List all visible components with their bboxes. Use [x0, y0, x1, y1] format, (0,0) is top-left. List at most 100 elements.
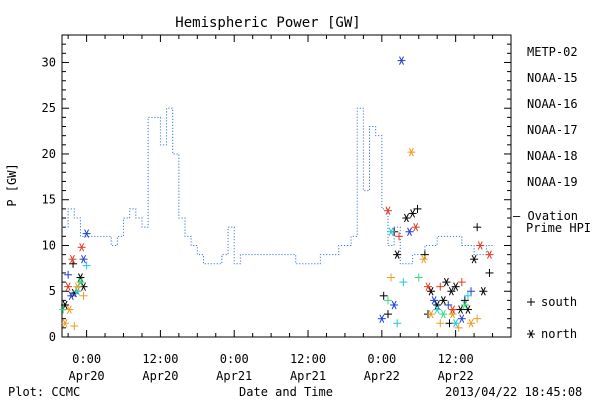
north-marker-noaa-15 — [377, 314, 386, 323]
north-marker-metp-02 — [456, 305, 465, 314]
north-marker-metp-02 — [427, 287, 436, 296]
south-marker-noaa-16 — [82, 261, 91, 270]
x-tick-label-date: Apr21 — [216, 369, 252, 383]
south-marker-metp-02 — [383, 310, 392, 319]
north-marker-metp-02 — [408, 209, 417, 218]
plot-frame — [61, 34, 512, 338]
marker-stroke — [528, 329, 534, 339]
y-tick-label: 10 — [42, 238, 56, 252]
south-marker-noaa-18 — [79, 291, 88, 300]
marker-legend: south north — [527, 295, 577, 341]
y-tick-label: 15 — [42, 193, 56, 207]
south-marker-noaa-17 — [383, 296, 392, 305]
south-marker-metp-02 — [473, 223, 482, 232]
marker-stroke — [403, 213, 409, 223]
north-marker-noaa-15 — [397, 56, 406, 65]
x-tick-label-time: 0:00 — [220, 352, 249, 366]
north-marker-noaa-15 — [430, 296, 439, 305]
north-marker-noaa-16 — [387, 227, 396, 236]
north-marker-noaa-19 — [476, 241, 485, 250]
marker-stroke — [66, 305, 72, 314]
marker-stroke — [453, 319, 459, 328]
legend-item-noaa-15: NOAA-15 — [527, 71, 578, 85]
south-marker-noaa-17 — [414, 273, 423, 282]
legend-item-noaa-18: NOAA-18 — [527, 149, 578, 163]
x-tick-label-date: Apr21 — [290, 369, 326, 383]
x-tick-label-time: 12:00 — [438, 352, 474, 366]
north-marker-noaa-15 — [457, 314, 466, 323]
legend-item-noaa-19: NOAA-19 — [527, 175, 578, 189]
north-marker-metp-02 — [442, 277, 451, 287]
marker-stroke — [487, 250, 492, 259]
marker-stroke — [81, 282, 86, 291]
south-marker-noaa-18 — [454, 323, 463, 332]
marker-stroke — [68, 291, 74, 301]
north-marker-noaa-18 — [427, 309, 436, 319]
north-marker-metp-02 — [447, 287, 456, 296]
x-tick-label-date: Apr22 — [364, 369, 400, 383]
marker-legend-label-north: north — [541, 327, 577, 341]
south-marker-noaa-16 — [399, 278, 408, 287]
x-tick-label-time: 0:00 — [367, 352, 396, 366]
north-marker-noaa-18 — [467, 319, 476, 328]
marker-stroke — [62, 319, 68, 328]
north-marker-metp-02 — [61, 300, 70, 310]
south-marker-noaa-19 — [457, 278, 466, 287]
north-marker-metp-02 — [479, 287, 488, 296]
south-marker-noaa-15 — [444, 300, 453, 309]
legend-item-metp-02: METP-02 — [527, 45, 578, 59]
north-marker-noaa-19 — [448, 305, 457, 314]
south-marker-metp-02 — [413, 204, 422, 213]
marker-stroke — [388, 227, 394, 236]
marker-stroke — [440, 296, 446, 305]
marker-stroke — [62, 300, 68, 310]
marker-stroke — [468, 319, 474, 328]
marker-stroke — [379, 314, 385, 323]
footer-timestamp: 2013/04/22 18:45:08 — [445, 385, 582, 399]
marker-legend-plus-icon — [527, 298, 535, 306]
north-marker-noaa-19 — [383, 206, 392, 215]
y-axis: 0 5 10 15 20 25 30 — [42, 34, 511, 344]
north-marker-noaa-19 — [423, 282, 432, 291]
north-marker-noaa-17 — [460, 300, 469, 310]
north-marker-noaa-15 — [390, 300, 399, 310]
south-marker-noaa-18 — [70, 322, 79, 331]
legend-item-noaa-17: NOAA-17 — [527, 123, 578, 137]
marker-stroke — [448, 287, 454, 296]
marker-stroke — [480, 287, 486, 296]
north-marker-noaa-19 — [68, 254, 77, 264]
north-marker-noaa-18 — [448, 309, 457, 319]
x-tick-label-time: 0:00 — [72, 352, 101, 366]
x-axis: 0:00 Apr20 12:00 Apr20 0:00 Apr21 12:00 Apr21 0:… — [67, 35, 512, 383]
marker-stroke — [79, 243, 85, 252]
north-marker-metp-02 — [433, 300, 442, 310]
north-marker-metp-02 — [393, 250, 402, 259]
south-marker-noaa-15 — [467, 287, 476, 296]
y-tick-label: 5 — [49, 284, 56, 298]
x-tick-label-date: Apr20 — [142, 369, 178, 383]
south-marker-noaa-16 — [393, 319, 402, 328]
north-marker-noaa-19 — [411, 222, 420, 232]
chart-title: Hemispheric Power [GW] — [175, 15, 360, 31]
north-marker-noaa-18 — [73, 282, 82, 291]
north-marker-noaa-18 — [419, 254, 428, 264]
marker-stroke — [74, 282, 80, 291]
legend: METP-02 NOAA-15 NOAA-16 NOAA-17 NOAA-18 NOAA-… — [527, 45, 578, 189]
south-marker-noaa-19 — [436, 282, 445, 291]
y-tick-label: 30 — [42, 55, 56, 69]
x-axis-label: Date and Time — [239, 385, 333, 399]
north-marker-noaa-16 — [433, 305, 442, 314]
y-tick-label: 0 — [49, 330, 56, 344]
ovation-label-line1: — Ovation — [513, 209, 578, 223]
marker-stroke — [431, 296, 437, 305]
marker-stroke — [453, 282, 459, 291]
north-marker-noaa-15 — [405, 227, 414, 236]
marker-stroke — [425, 282, 431, 291]
marker-stroke — [477, 241, 483, 250]
marker-stroke — [459, 314, 465, 323]
x-tick-label-time: 12:00 — [290, 352, 326, 366]
marker-stroke — [465, 305, 471, 314]
south-marker-noaa-15 — [64, 270, 73, 279]
north-marker-noaa-16 — [451, 319, 460, 328]
